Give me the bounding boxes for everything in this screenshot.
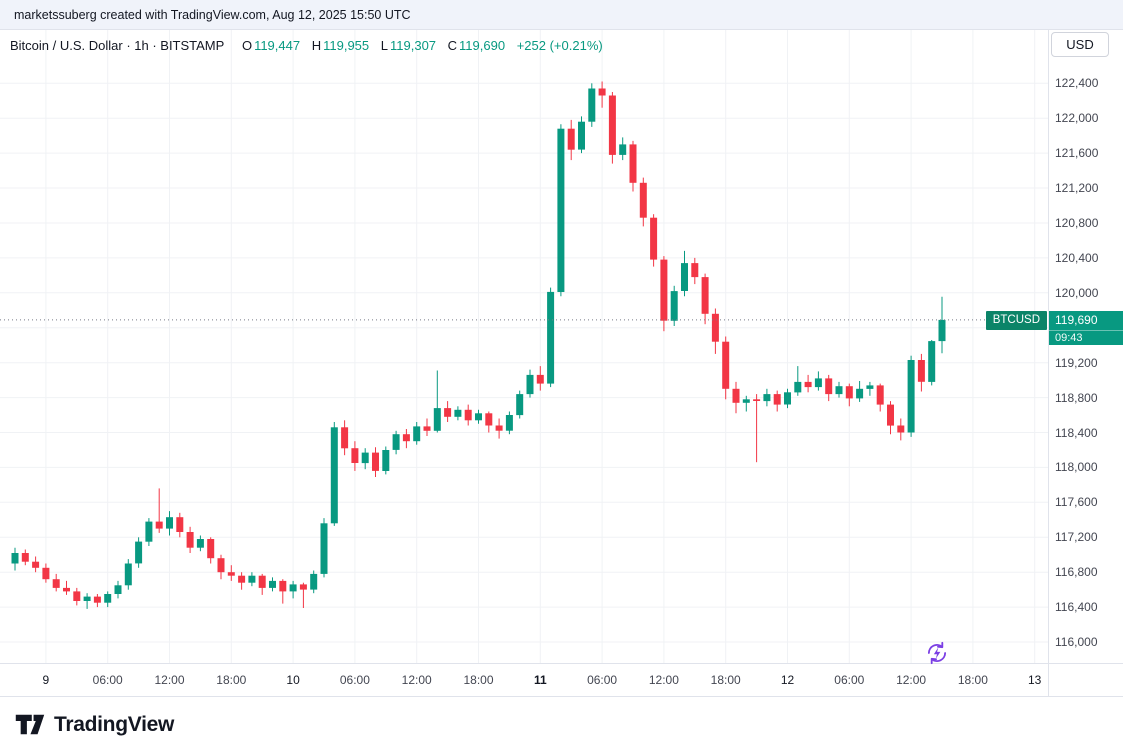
time-tick-label: 12:00 [896,673,927,687]
change-value: +252 (+0.21%) [516,38,603,53]
time-tick-day-label: 9 [42,673,50,687]
price-tick-label: 117,200 [1055,530,1098,545]
attribution-text: marketssuberg created with TradingView.c… [14,7,411,22]
time-tick-label: 18:00 [957,673,988,687]
close-value: 119,690 [459,38,506,53]
price-tick-label: 120,000 [1055,285,1099,300]
candlestick-chart[interactable] [0,30,1048,663]
time-tick-label: 12:00 [154,673,185,687]
close-label: C [447,38,458,53]
price-tick-label: 118,800 [1055,390,1098,405]
price-tick-label: 121,600 [1055,146,1099,161]
price-tick-label: 118,000 [1055,460,1098,475]
price-tick-label: 120,400 [1055,250,1099,265]
time-tick-label: 12:00 [401,673,432,687]
price-tick-label: 119,200 [1055,355,1098,370]
price-axis[interactable]: 122,400 122,000 121,600 121,200 120,800 120,4… [1048,30,1123,663]
time-tick-label: 06:00 [339,673,370,687]
price-tick-label: 116,800 [1055,565,1098,580]
time-tick-day-label: 10 [286,673,300,687]
axis-corner [1048,664,1122,696]
price-tick-label: 117,600 [1055,495,1098,510]
flash-refresh-icon[interactable] [924,640,950,666]
high-value: 119,955 [323,38,370,53]
symbol-title[interactable]: Bitcoin / U.S. Dollar · 1h · BITSTAMP [10,38,225,53]
tradingview-logo-icon [15,714,45,735]
price-tick-label: 120,800 [1055,215,1099,230]
high-label: H [311,38,322,53]
time-tick-label: 18:00 [216,673,247,687]
price-tick-label: 122,000 [1055,111,1099,126]
time-tick-label: 12:00 [648,673,679,687]
time-tick-label: 06:00 [92,673,123,687]
time-tick-label: 06:00 [587,673,618,687]
price-tick-label: 116,000 [1055,635,1098,650]
price-tick-label: 122,400 [1055,76,1099,91]
footer-bar: TradingView [0,697,1123,752]
time-axis[interactable]: 9 06:00 12:00 18:00 10 06:00 12:00 18:00 11 06:00… [0,663,1123,697]
symbol-price-tag: BTCUSD [985,310,1047,330]
price-tick-label: 116,400 [1055,600,1098,615]
tradingview-logo-text: TradingView [54,712,175,736]
low-label: L [380,38,388,53]
time-tick-label: 06:00 [834,673,865,687]
tradingview-logo[interactable]: TradingView [14,711,174,738]
time-tick-day-label: 11 [533,673,547,687]
time-tick-label: 18:00 [710,673,741,687]
currency-toggle-button[interactable]: USD [1051,32,1109,57]
candle-countdown: 09:43 [1049,329,1123,345]
last-price-badge: 119,690 09:43 [1049,310,1123,345]
open-value: 119,447 [254,38,301,53]
time-tick-label: 18:00 [463,673,494,687]
open-label: O [241,38,253,53]
price-tick-label: 118,400 [1055,425,1098,440]
time-tick-day-label: 12 [780,673,795,687]
price-tick-label: 121,200 [1055,181,1099,196]
low-value: 119,307 [390,38,437,53]
time-tick-day-label: 13 [1028,673,1042,687]
attribution-bar: marketssuberg created with TradingView.c… [0,0,1123,30]
last-price-value: 119,690 [1049,310,1123,330]
